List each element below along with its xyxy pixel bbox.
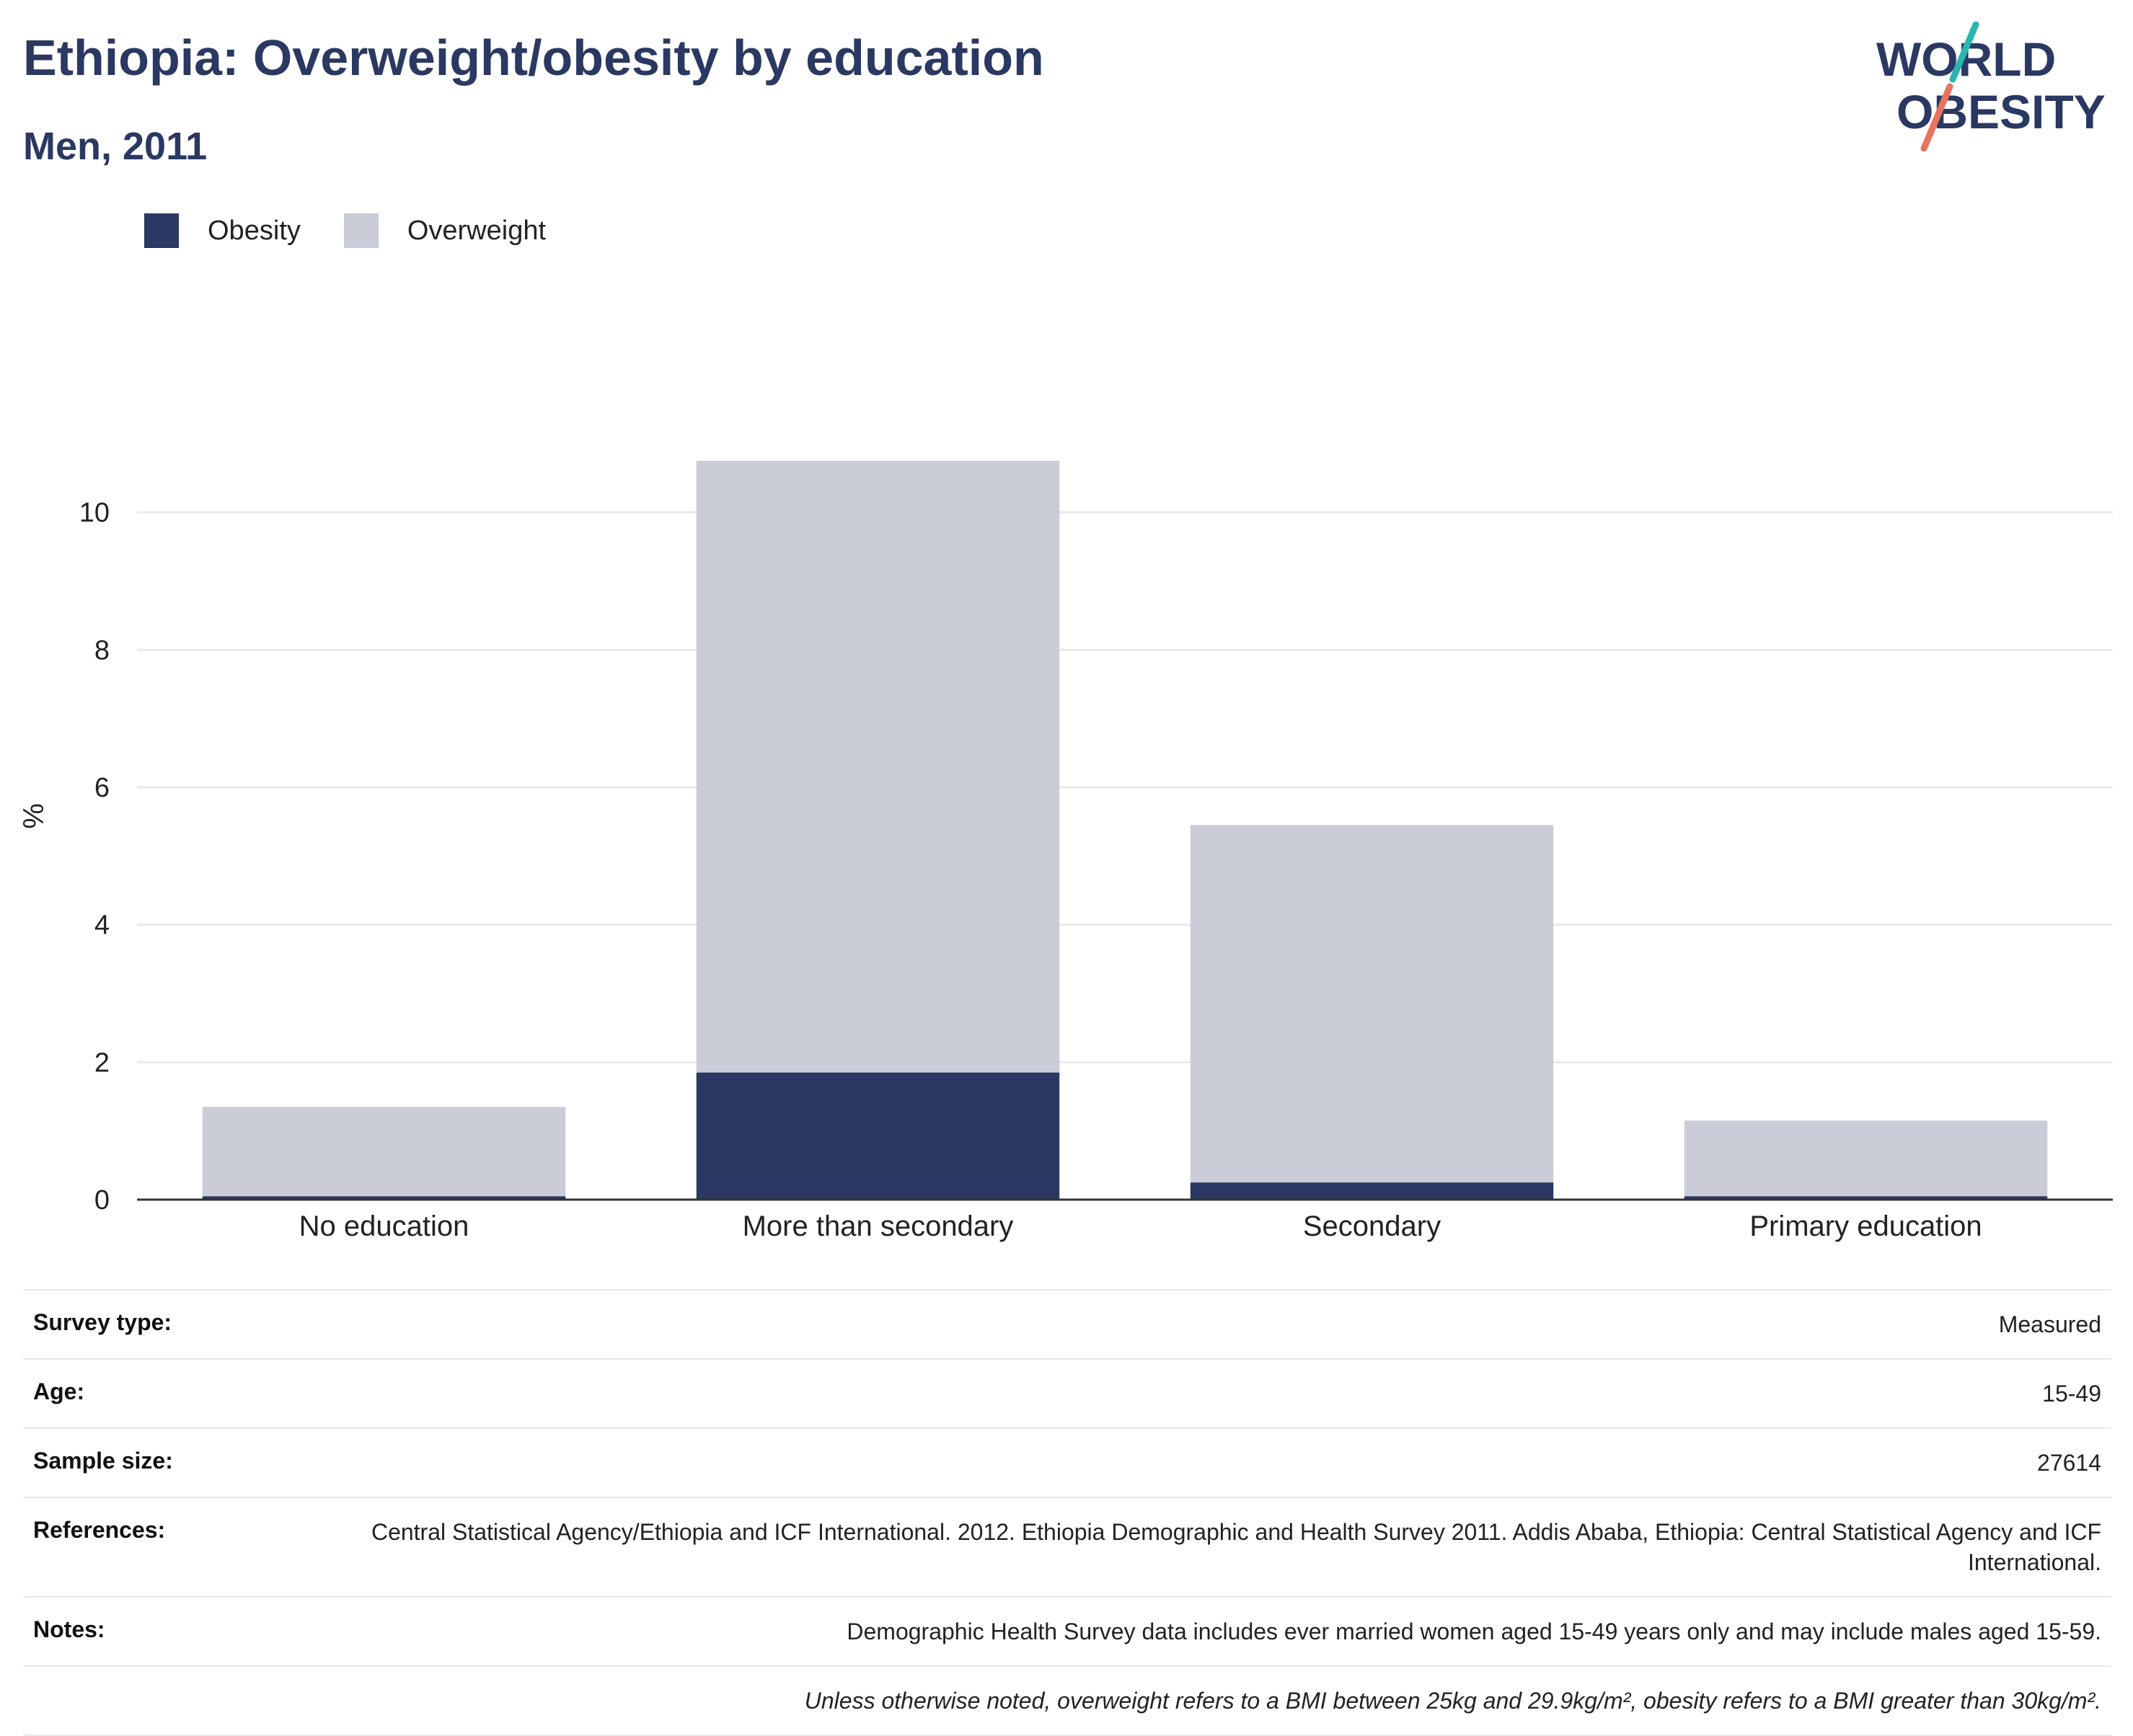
x-tick-label: More than secondary bbox=[743, 1210, 1014, 1242]
meta-value: Central Statistical Agency/Ethiopia and … bbox=[371, 1519, 2101, 1575]
y-tick-label: 2 bbox=[94, 1048, 110, 1078]
y-axis-label: % bbox=[18, 803, 50, 829]
meta-value: Measured bbox=[1998, 1311, 2101, 1337]
meta-row-references: References: Central Statistical Agency/E… bbox=[23, 1497, 2111, 1596]
legend-item-overweight[interactable]: Overweight bbox=[343, 213, 547, 248]
meta-label: Notes: bbox=[33, 1616, 105, 1642]
meta-row-definition: Unless otherwise noted, overweight refer… bbox=[23, 1665, 2111, 1736]
meta-value: 27614 bbox=[2037, 1450, 2101, 1476]
bar-overweight-secondary bbox=[1190, 825, 1554, 1183]
bar-chart: 0 2 4 6 8 10% No education More than secondary S… bbox=[18, 461, 2113, 1242]
bar-obesity-no-education bbox=[202, 1196, 566, 1200]
meta-label: Sample size: bbox=[33, 1448, 173, 1474]
y-tick-label: 10 bbox=[79, 498, 110, 528]
legend-swatch-overweight bbox=[343, 213, 379, 248]
bar-overweight-primary-education bbox=[1684, 1120, 2048, 1197]
logo-accent-bottom bbox=[1920, 83, 1953, 151]
chart-title: Ethiopia: Overweight/obesity by educatio… bbox=[23, 30, 1044, 86]
legend-label-overweight: Overweight bbox=[407, 215, 547, 246]
meta-definition-note: Unless otherwise noted, overweight refer… bbox=[804, 1688, 2101, 1714]
meta-label: Age: bbox=[33, 1378, 85, 1404]
y-tick-label: 8 bbox=[94, 635, 110, 665]
world-obesity-logo: WORLD OBESITY bbox=[1876, 22, 2106, 151]
survey-info-table: Survey type: Measured Age: 15-49 Sample … bbox=[23, 1289, 2111, 1736]
meta-row-survey-type: Survey type: Measured bbox=[23, 1289, 2111, 1358]
chart-legend: Obesity Overweight bbox=[144, 213, 589, 248]
bar-overweight-no-education bbox=[202, 1107, 566, 1197]
meta-label: Survey type: bbox=[33, 1309, 172, 1335]
meta-row-sample-size: Sample size: 27614 bbox=[23, 1427, 2111, 1497]
legend-swatch-obesity bbox=[144, 213, 179, 248]
chart-subtitle: Men, 2011 bbox=[23, 125, 208, 168]
y-tick-label: 0 bbox=[94, 1185, 110, 1215]
meta-row-age: Age: 15-49 bbox=[23, 1358, 2111, 1427]
legend-item-obesity[interactable]: Obesity bbox=[144, 213, 301, 248]
y-tick-label: 4 bbox=[94, 911, 110, 941]
y-tick-label: 6 bbox=[94, 773, 110, 803]
meta-value: 15-49 bbox=[2042, 1381, 2101, 1407]
meta-value: Demographic Health Survey data includes … bbox=[847, 1618, 2101, 1644]
bar-obesity-more-than-secondary bbox=[696, 1072, 1060, 1200]
logo-accent-top bbox=[1949, 22, 1979, 83]
meta-label: References: bbox=[33, 1517, 166, 1543]
x-tick-label: Secondary bbox=[1303, 1210, 1441, 1242]
x-tick-label: No education bbox=[299, 1210, 469, 1242]
x-tick-label: Primary education bbox=[1749, 1210, 1982, 1242]
meta-row-notes: Notes: Demographic Health Survey data in… bbox=[23, 1596, 2111, 1665]
legend-label-obesity: Obesity bbox=[208, 215, 301, 246]
bar-obesity-primary-education bbox=[1684, 1196, 2048, 1200]
bar-overweight-more-than-secondary bbox=[696, 461, 1060, 1073]
bar-obesity-secondary bbox=[1190, 1182, 1554, 1200]
